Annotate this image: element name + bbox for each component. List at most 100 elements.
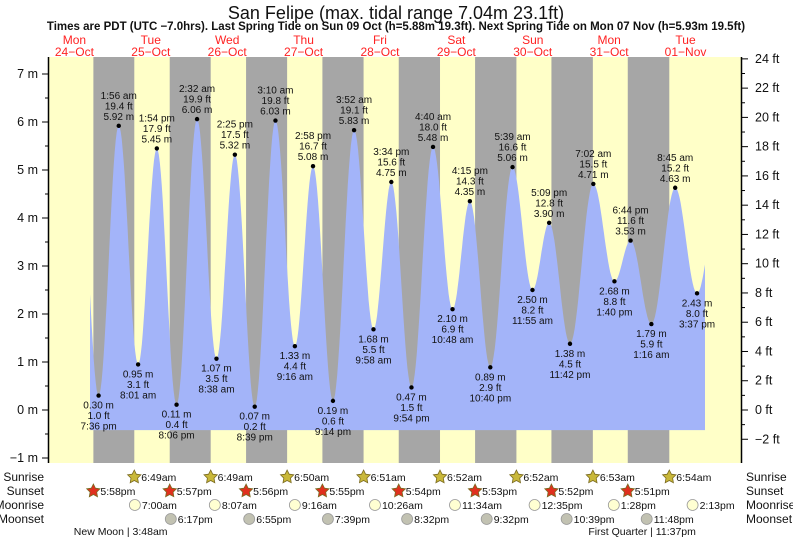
moonrise-row-label-right: Moonrise <box>746 498 793 512</box>
moonrise-time: 2:13pm <box>700 500 735 512</box>
moonset-moon-icon <box>243 513 256 525</box>
left-tick-label: 6 m <box>17 115 38 129</box>
tide-feet: 18.0 ft <box>419 122 447 133</box>
tide-meters: 2.68 m <box>599 286 630 297</box>
sunrise-star-icon <box>661 469 677 484</box>
tide-time: 9:16 am <box>277 372 313 383</box>
day-date: 28−Oct <box>360 45 400 59</box>
sunrise-time: 6:51am <box>371 472 406 484</box>
tide-meters: 1.33 m <box>280 351 311 362</box>
day-date: 30−Oct <box>513 45 553 59</box>
tide-meters: 6.03 m <box>260 107 291 118</box>
tide-feet: 17.9 ft <box>143 124 171 135</box>
moonrise-time: 1:28pm <box>621 500 656 512</box>
low-tide-point <box>409 385 414 390</box>
tide-meters: 2.10 m <box>437 314 468 325</box>
tide-meters: 5.48 m <box>418 133 449 144</box>
tide-feet: 14.3 ft <box>456 177 484 188</box>
moonset-moon-icon <box>480 513 493 525</box>
tide-time: 2:25 pm <box>217 120 253 131</box>
tide-meters: 0.95 m <box>123 369 154 380</box>
sunrise-row-label-right: Sunrise <box>746 470 787 484</box>
sunset-star-icon <box>314 483 330 498</box>
day-name: Sat <box>447 33 466 47</box>
tide-meters: 3.90 m <box>534 209 565 220</box>
tide-curve <box>90 119 705 431</box>
day-labels: Mon24−OctTue25−OctWed26−OctThu27−OctFri2… <box>55 33 707 59</box>
tide-feet: 5.5 ft <box>362 345 384 356</box>
high-tide-point <box>628 238 633 243</box>
tide-feet: 3.1 ft <box>127 380 149 391</box>
low-tide-point <box>649 321 654 327</box>
sunset-star-icon <box>467 483 483 498</box>
tide-time: 8:39 pm <box>237 433 273 444</box>
day-name: Wed <box>215 33 239 47</box>
tide-feet: 6.9 ft <box>441 325 463 336</box>
high-tide-point <box>510 164 515 170</box>
day-name: Sun <box>522 33 543 47</box>
sunrise-time: 6:53am <box>600 472 635 484</box>
tide-feet: 19.4 ft <box>105 101 133 112</box>
sunset-time: 5:53pm <box>482 486 517 498</box>
moonrise-moon-icon <box>449 499 461 511</box>
tide-meters: 5.32 m <box>220 141 251 152</box>
day-date: 27−Oct <box>284 45 324 59</box>
tide-feet: 16.7 ft <box>299 142 327 153</box>
low-tide-point <box>174 402 179 407</box>
tide-time: 10:40 pm <box>469 393 511 404</box>
day-name: Tue <box>141 33 162 47</box>
right-tick-label: 12 ft <box>755 227 780 241</box>
tide-time: 5:39 am <box>494 132 530 143</box>
moonrise-moon-icon <box>607 499 620 511</box>
tide-meters: 0.89 m <box>475 372 506 383</box>
tide-meters: 3.53 m <box>615 227 646 238</box>
sunset-star-icon <box>543 483 559 498</box>
sunset-row-label: Sunset <box>7 484 45 498</box>
day-name: Mon <box>63 33 86 47</box>
moon-phase-label: First Quarter | 11:37pm <box>588 526 696 538</box>
tide-feet: 17.5 ft <box>221 130 249 141</box>
right-tick-label: 2 ft <box>755 374 773 388</box>
tide-feet: 0.2 ft <box>244 422 266 433</box>
day-date: 31−Oct <box>590 45 630 59</box>
sunrise-time: 6:49am <box>141 472 176 484</box>
day-date: 24−Oct <box>55 45 95 59</box>
moon-phase-label: New Moon | 3:48am <box>74 526 168 538</box>
chart-title: San Felipe (max. tidal range 7.04m 23.1f… <box>228 3 564 23</box>
tide-time: 1:40 pm <box>596 307 632 318</box>
tide-meters: 5.08 m <box>298 152 329 163</box>
day-date: 25−Oct <box>131 45 171 59</box>
high-tide-point <box>389 179 394 185</box>
moonset-time: 6:55pm <box>256 514 291 526</box>
tide-meters: 6.06 m <box>182 105 213 116</box>
moonset-moon-icon <box>322 513 334 525</box>
right-tick-label: −2 ft <box>755 432 780 446</box>
tide-feet: 4.5 ft <box>559 359 581 370</box>
sunrise-time: 6:52am <box>447 472 482 484</box>
tide-time: 4:15 pm <box>452 166 488 177</box>
low-tide-point <box>612 279 617 284</box>
tide-feet: 5.9 ft <box>640 340 662 351</box>
tide-time: 1:54 pm <box>139 113 175 124</box>
low-tide-point <box>450 307 455 312</box>
tide-meters: 0.47 m <box>396 392 427 403</box>
left-tick-label: 0 m <box>17 403 38 417</box>
tide-time: 1:56 am <box>101 91 137 102</box>
low-tide-point <box>214 356 219 361</box>
high-tide-point <box>154 146 160 151</box>
day-date: 29−Oct <box>437 45 477 59</box>
low-tide-point <box>252 404 257 409</box>
tide-time: 9:54 pm <box>393 413 429 424</box>
right-tick-label: 10 ft <box>755 257 780 271</box>
high-tide-point <box>273 118 278 123</box>
left-tick-label: 5 m <box>17 163 38 177</box>
tide-meters: 5.92 m <box>103 112 134 123</box>
sunset-star-icon <box>85 483 101 498</box>
low-tide-point <box>694 291 700 296</box>
tide-meters: 4.35 m <box>455 187 486 198</box>
tide-meters: 0.19 m <box>318 406 349 417</box>
sunset-star-icon <box>620 483 636 498</box>
tide-feet: 15.2 ft <box>661 163 689 174</box>
